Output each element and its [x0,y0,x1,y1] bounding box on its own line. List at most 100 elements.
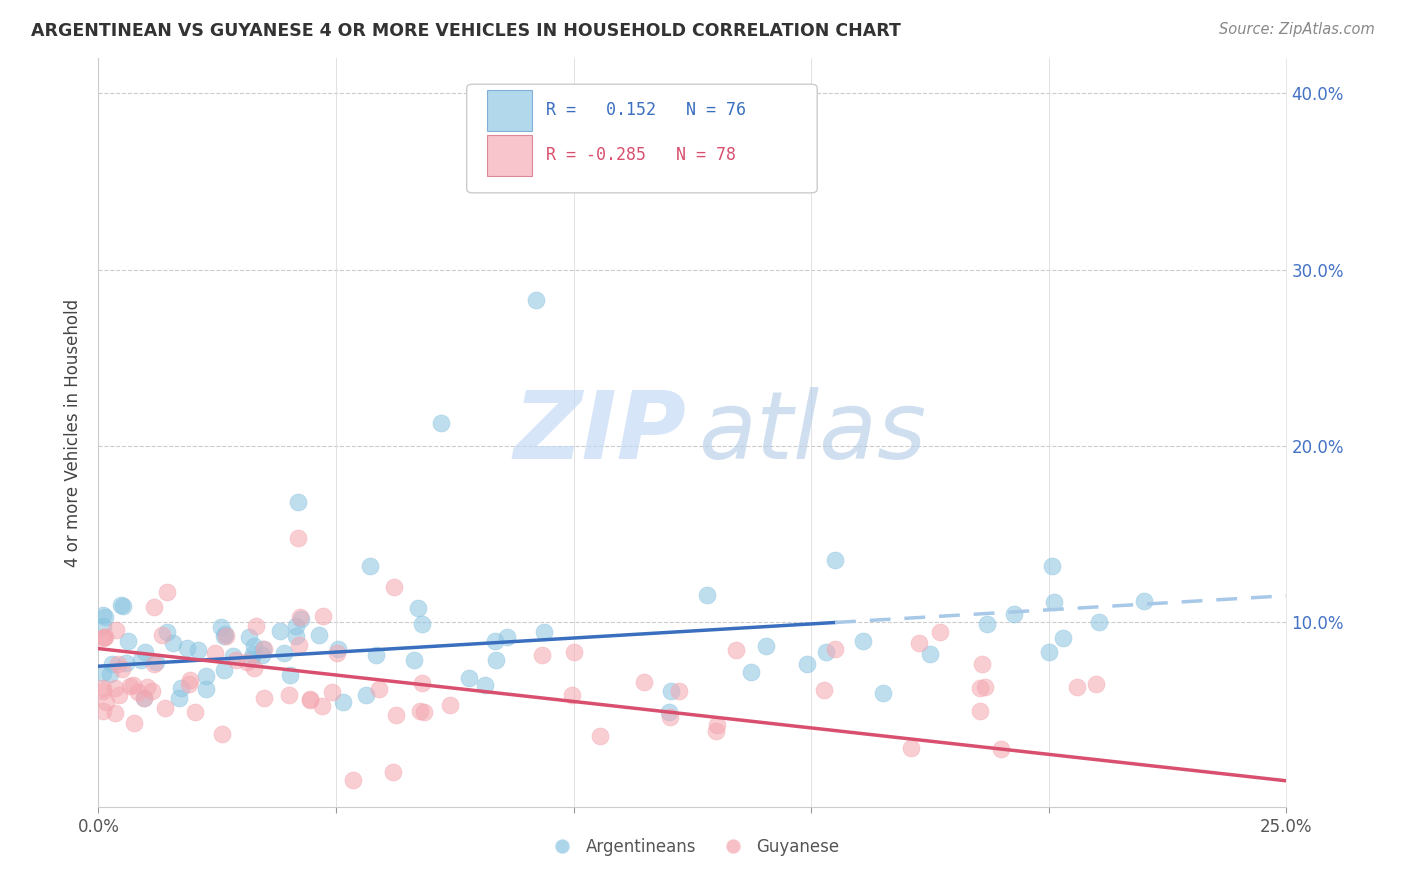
Point [409,704,432,718]
Point [382,764,405,779]
Point [974,680,997,694]
Point [413,705,436,719]
Point [100,666,122,681]
Point [127,685,149,699]
Point [176,640,198,655]
Point [796,657,818,671]
Point [108,688,131,702]
Point [496,630,519,644]
Point [1038,645,1060,659]
Point [872,686,894,700]
Point [384,580,406,594]
Point [93,631,115,645]
Point [225,653,247,667]
Point [908,636,931,650]
Text: ZIP: ZIP [513,386,686,479]
Point [704,724,727,739]
Point [177,676,200,690]
Point [253,690,276,705]
Point [114,656,136,670]
Point [243,661,266,675]
Point [104,706,127,720]
Point [332,695,354,709]
Point [439,698,461,712]
Point [209,620,232,634]
Point [920,647,942,661]
Point [141,684,163,698]
Point [111,599,134,613]
Point [156,584,179,599]
Point [278,688,301,702]
Text: Source: ZipAtlas.com: Source: ZipAtlas.com [1219,22,1375,37]
Point [134,645,156,659]
Point [531,648,554,662]
Point [94,695,117,709]
Point [402,653,425,667]
Point [91,608,114,623]
Point [969,681,991,695]
Point [411,676,433,690]
Point [195,669,218,683]
Point [813,683,835,698]
Point [278,667,301,681]
Point [187,643,209,657]
Point [299,691,322,706]
Point [243,639,266,653]
Point [484,653,506,667]
Point [184,706,207,720]
Point [91,704,114,718]
Point [696,588,718,602]
Point [91,666,114,681]
Point [117,633,139,648]
Point [110,598,132,612]
Point [240,652,263,666]
Point [290,611,312,625]
Point [91,631,114,645]
Point [129,652,152,666]
Text: ARGENTINEAN VS GUYANESE 4 OR MORE VEHICLES IN HOUSEHOLD CORRELATION CHART: ARGENTINEAN VS GUYANESE 4 OR MORE VEHICL… [31,22,901,40]
Point [284,629,307,643]
Point [91,681,114,695]
Point [150,628,173,642]
Bar [486,90,531,131]
Point [194,681,217,696]
Point [214,626,236,640]
Point [120,679,142,693]
Point [852,633,875,648]
Point [311,699,333,714]
Point [824,553,846,567]
Point [221,648,243,663]
Point [179,673,201,688]
Point [288,610,311,624]
Point [976,617,998,632]
Text: R = -0.285   N = 78: R = -0.285 N = 78 [547,146,737,164]
Point [107,657,129,672]
Point [156,624,179,639]
Point [136,680,159,694]
FancyBboxPatch shape [467,84,817,193]
Point [411,617,433,632]
Point [1040,558,1063,573]
Point [1066,680,1088,694]
Point [342,772,364,787]
Point [928,625,950,640]
Point [287,531,309,545]
Point [990,742,1012,756]
Point [143,599,166,614]
Point [429,416,451,430]
Bar [486,136,531,177]
Point [972,657,994,671]
Point [312,609,335,624]
Point [252,642,274,657]
Point [724,643,747,657]
Point [214,629,236,643]
Point [105,624,128,638]
Point [94,610,117,624]
Point [326,646,349,660]
Point [273,646,295,660]
Point [561,688,583,702]
Point [287,495,309,509]
Point [326,642,349,657]
Point [633,674,655,689]
Point [242,647,264,661]
